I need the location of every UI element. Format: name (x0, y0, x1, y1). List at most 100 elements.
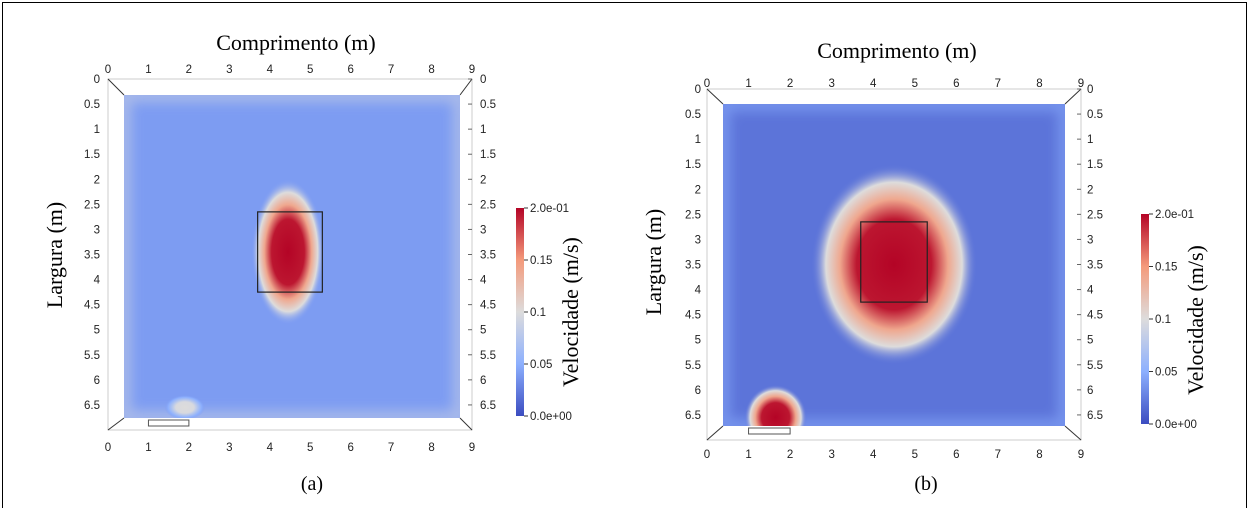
x-tick-label-bottom: 8 (428, 442, 434, 454)
x-tick-label-bottom: 1 (745, 449, 751, 461)
x-tick-label-bottom: 1 (145, 442, 151, 454)
y-tick-label-left: 3 (695, 234, 701, 246)
colorbar-gradient (1141, 214, 1149, 424)
x-tick-label-top: 5 (912, 78, 918, 90)
x-axis-title: Comprimento (m) (216, 30, 375, 55)
colorbar-tick-label: 0.0e+00 (530, 411, 572, 423)
y-tick-label-right: 1.5 (1087, 159, 1103, 171)
y-tick-label-right: 0 (480, 74, 486, 86)
x-tick-label-top: 6 (953, 78, 959, 90)
y-tick-label-right: 6 (1087, 385, 1093, 397)
velocity-field (723, 104, 1065, 426)
x-axis-title: Comprimento (m) (817, 38, 976, 63)
colorbar-tick-label: 0.15 (530, 255, 552, 267)
y-tick-label-left: 5.5 (84, 350, 100, 362)
velocity-field (124, 95, 460, 418)
y-tick-label-right: 2.5 (1087, 209, 1103, 221)
y-tick-label-right: 5.5 (1087, 360, 1103, 372)
y-tick-label-right: 4.5 (1087, 310, 1103, 322)
x-tick-label-top: 3 (226, 64, 232, 76)
colorbar-tick-label: 0.1 (530, 307, 546, 319)
colorbar-title: Velocidade (m/s) (558, 237, 583, 387)
panel-b: 0 0 1 1 2 2 3 3 4 4 5 5 6 6 7 7 8 8 9 9 0 0 0.5 0.5 1 1 1.5 1.5 2 2 2.… (625, 0, 1251, 508)
y-tick-label-right: 2 (1087, 184, 1093, 196)
x-tick-label-top: 1 (745, 78, 751, 90)
y-tick-label-right: 6.5 (1087, 410, 1103, 422)
y-tick-label-left: 4.5 (84, 300, 100, 312)
y-tick-label-left: 2.5 (685, 209, 701, 221)
x-tick-label-top: 9 (469, 64, 475, 76)
x-tick-label-bottom: 6 (953, 449, 959, 461)
object-outline (257, 211, 323, 293)
y-tick-label-left: 1 (94, 124, 100, 136)
inlet-outline (147, 419, 190, 427)
y-tick-label-right: 2.5 (480, 199, 496, 211)
colorbar: 2.0e-01 0.15 0.1 0.05 0.0e+00 (1141, 209, 1197, 431)
y-tick-label-left: 6.5 (685, 410, 701, 422)
x-tick-label-top: 5 (307, 64, 313, 76)
x-tick-label-bottom: 4 (267, 442, 274, 454)
x-tick-label-bottom: 2 (186, 442, 192, 454)
y-tick-label-right: 4 (480, 275, 487, 287)
y-tick-label-left: 1.5 (685, 159, 701, 171)
y-tick-label-left: 4 (695, 285, 702, 297)
y-tick-label-left: 4.5 (685, 310, 701, 322)
y-tick-label-right: 0.5 (480, 99, 496, 111)
x-tick-label-bottom: 3 (828, 449, 834, 461)
x-tick-label-bottom: 9 (1078, 449, 1084, 461)
velocity-hotspot (810, 164, 978, 365)
y-tick-label-left: 3 (94, 224, 100, 236)
y-tick-label-right: 5 (480, 325, 486, 337)
y-tick-label-right: 3 (1087, 234, 1093, 246)
y-tick-label-left: 0.5 (84, 99, 100, 111)
y-tick-label-left: 2.5 (84, 199, 100, 211)
y-tick-label-right: 3 (480, 224, 486, 236)
x-tick-label-bottom: 7 (388, 442, 394, 454)
y-tick-label-right: 4 (1087, 285, 1094, 297)
panel-caption: (a) (301, 473, 323, 495)
y-tick-label-left: 0.5 (685, 109, 701, 121)
x-tick-label-top: 8 (1036, 78, 1042, 90)
y-tick-label-right: 1.5 (480, 149, 496, 161)
x-tick-label-bottom: 7 (995, 449, 1001, 461)
y-axis-title: Largura (m) (641, 209, 666, 316)
y-tick-label-left: 1 (695, 134, 701, 146)
colorbar-tick-label: 2.0e-01 (530, 203, 569, 215)
y-tick-label-right: 5 (1087, 335, 1093, 347)
velocity-hotspot (744, 384, 807, 426)
y-tick-label-right: 2 (480, 174, 486, 186)
colorbar-tick-label: 0.15 (1155, 262, 1177, 274)
x-tick-label-top: 4 (870, 78, 877, 90)
y-tick-label-left: 5 (94, 325, 100, 337)
y-tick-label-left: 6 (695, 385, 701, 397)
y-tick-label-right: 0 (1087, 84, 1093, 96)
inlet-outline (748, 427, 791, 435)
x-tick-label-bottom: 5 (307, 442, 313, 454)
x-tick-label-top: 2 (787, 78, 793, 90)
x-tick-label-top: 3 (828, 78, 834, 90)
x-tick-label-top: 1 (145, 64, 151, 76)
x-tick-label-bottom: 9 (469, 442, 475, 454)
y-tick-label-left: 5.5 (685, 360, 701, 372)
y-tick-label-right: 1 (480, 124, 486, 136)
y-tick-label-right: 1 (1087, 134, 1093, 146)
x-tick-label-top: 9 (1078, 78, 1084, 90)
x-tick-label-top: 7 (388, 64, 394, 76)
y-tick-label-right: 5.5 (480, 350, 496, 362)
panel-a: 0 0 1 1 2 2 3 3 4 4 5 5 6 6 7 7 8 8 9 9 0 0 0.5 0.5 1 1 1.5 1.5 2 2 2.… (0, 0, 625, 508)
y-tick-label-right: 3.5 (1087, 260, 1103, 272)
colorbar-gradient (516, 208, 524, 416)
x-tick-label-bottom: 8 (1036, 449, 1042, 461)
y-tick-label-left: 5 (695, 335, 701, 347)
x-tick-label-top: 6 (347, 64, 353, 76)
velocity-hotspot (164, 394, 206, 418)
x-tick-label-top: 0 (105, 64, 111, 76)
x-tick-label-bottom: 3 (226, 442, 232, 454)
x-tick-label-top: 0 (704, 78, 710, 90)
x-tick-label-bottom: 0 (704, 449, 710, 461)
